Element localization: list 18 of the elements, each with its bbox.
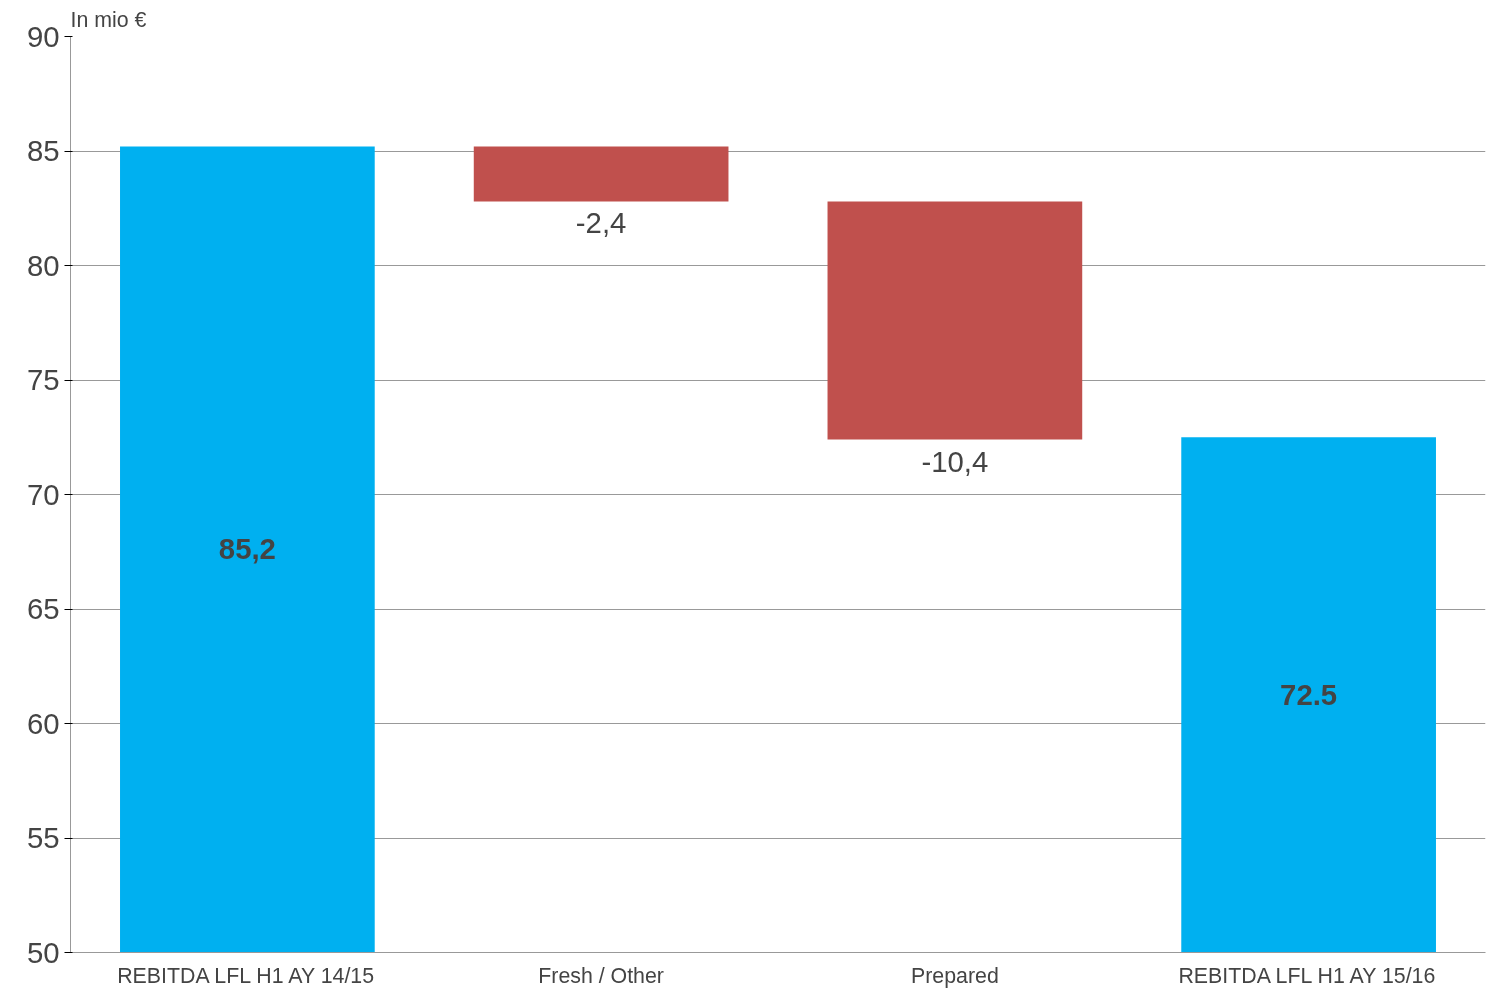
- data-label: -2,4: [575, 206, 627, 240]
- y-tick-label: 75: [26, 363, 60, 396]
- y-tick-label: 60: [26, 706, 60, 740]
- x-tick-label: Fresh / Other: [538, 963, 664, 988]
- y-tick-label: 90: [26, 19, 60, 53]
- y-tick-label: 55: [26, 821, 60, 854]
- x-tick-label: Prepared: [911, 963, 999, 988]
- x-tick-label: REBITDA LFL H1 AY 15/16: [1178, 963, 1436, 988]
- y-tick-label: 85: [26, 134, 60, 167]
- data-label: -10,4: [921, 444, 989, 478]
- data-label: 72.5: [1280, 677, 1338, 711]
- y-tick-label: 80: [26, 248, 60, 282]
- y-axis-title: In mio €: [70, 7, 147, 32]
- y-tick-label: 65: [26, 592, 60, 625]
- y-tick-label: 70: [26, 477, 60, 511]
- y-tick-label: 50: [26, 935, 60, 969]
- x-tick-label: REBITDA LFL H1 AY 14/15: [117, 963, 375, 988]
- data-label: 85,2: [218, 532, 276, 566]
